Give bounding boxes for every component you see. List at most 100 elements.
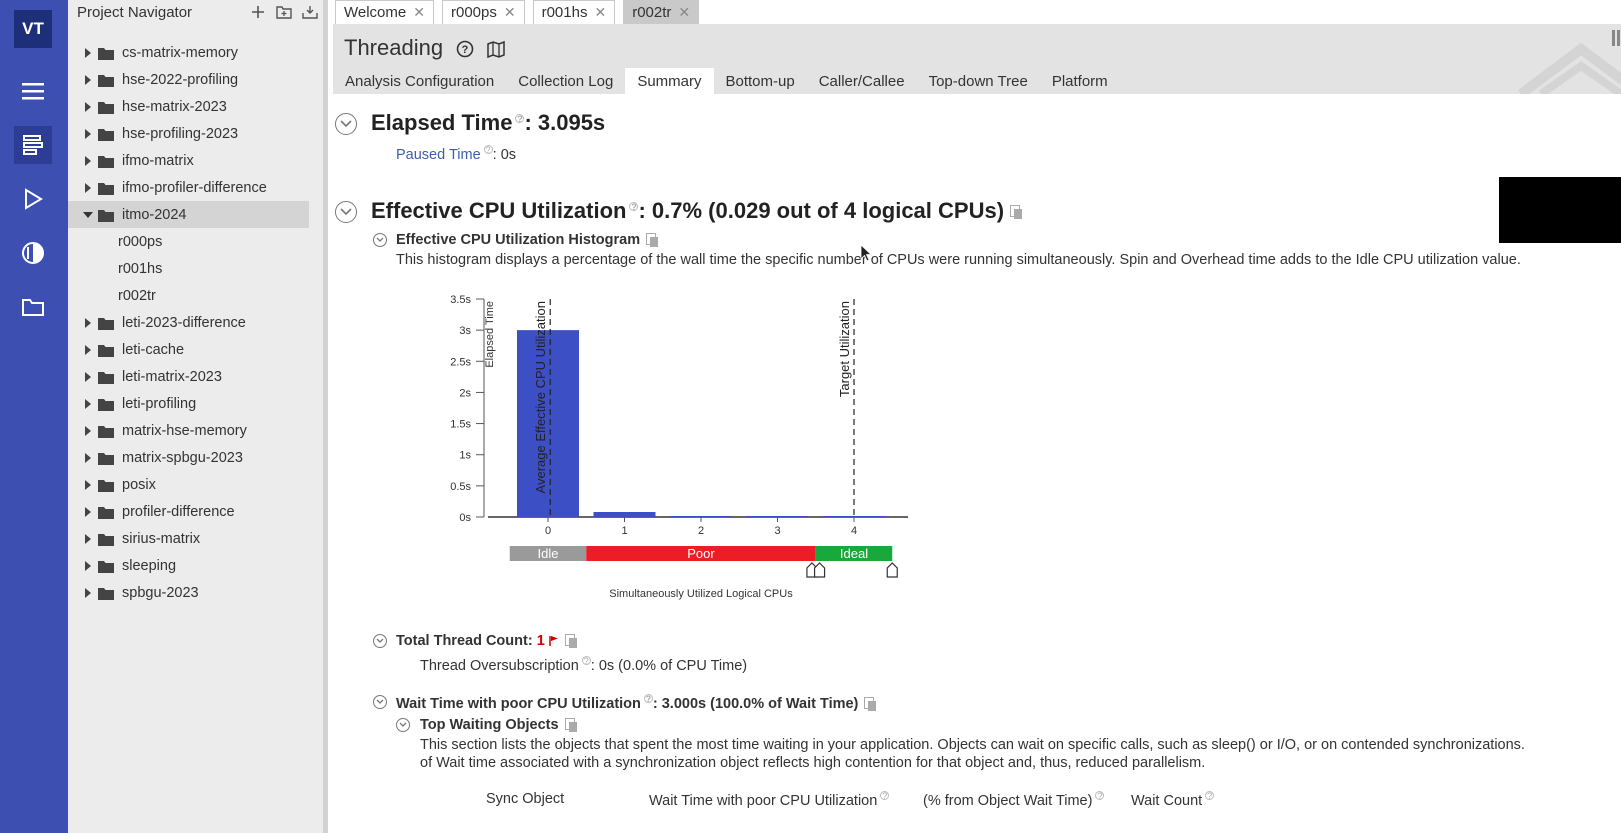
- result-tabs: Welcome ✕ r000ps ✕ r001hs ✕ r002tr ✕: [333, 0, 1621, 24]
- collapse-histogram-icon[interactable]: [373, 233, 387, 247]
- run-icon[interactable]: [14, 180, 52, 218]
- copy-thread-icon[interactable]: [564, 634, 577, 649]
- tree-item-itmo-2024[interactable]: itmo-2024: [68, 201, 309, 228]
- tree-item-leti-2023-difference[interactable]: leti-2023-difference: [68, 309, 323, 336]
- subtab-top-down-tree[interactable]: Top-down Tree: [928, 72, 1028, 90]
- analysis-icon[interactable]: [14, 234, 52, 272]
- collapsed-arrow-icon[interactable]: [82, 155, 94, 166]
- menu-icon[interactable]: [14, 72, 52, 110]
- tree-item-label: cs-matrix-memory: [122, 44, 238, 61]
- subtab-collection-log[interactable]: Collection Log: [518, 72, 614, 90]
- marker-label: Average Effective CPU Utilization: [533, 301, 548, 493]
- elapsed-info-icon[interactable]: ?: [515, 113, 525, 124]
- collapse-elapsed-icon[interactable]: [335, 113, 357, 135]
- tab-Welcome[interactable]: Welcome ✕: [335, 0, 434, 24]
- collapsed-arrow-icon[interactable]: [82, 398, 94, 409]
- folder-icon: [98, 101, 114, 114]
- collapsed-arrow-icon[interactable]: [82, 344, 94, 355]
- zone-label: Poor: [687, 546, 715, 561]
- tree-item-profiler-difference[interactable]: profiler-difference: [68, 498, 323, 525]
- subtab-platform[interactable]: Platform: [1051, 72, 1108, 90]
- y-tick-label: 0.5s: [450, 481, 471, 493]
- subtab-summary[interactable]: Summary: [625, 68, 714, 94]
- tree-item-ifmo-profiler-difference[interactable]: ifmo-profiler-difference: [68, 174, 323, 201]
- folder-icon[interactable]: [14, 288, 52, 326]
- tree-item-hse-matrix-2023[interactable]: hse-matrix-2023: [68, 93, 323, 120]
- tree-item-ifmo-matrix[interactable]: ifmo-matrix: [68, 147, 323, 174]
- col-wait-time[interactable]: Wait Time with poor CPU Utilization?: [649, 791, 890, 809]
- tree-item-sleeping[interactable]: sleeping: [68, 552, 323, 579]
- y-tick-label: 1s: [459, 450, 471, 462]
- tree-item-r000ps[interactable]: r000ps: [68, 228, 323, 255]
- subtab-caller-callee[interactable]: Caller/Callee: [818, 72, 905, 90]
- cpu-info-icon[interactable]: ?: [629, 201, 639, 212]
- zone-poor: [586, 546, 816, 561]
- expanded-arrow-icon[interactable]: [82, 211, 94, 219]
- zone-handle-icon[interactable]: [886, 562, 898, 578]
- collapsed-arrow-icon[interactable]: [82, 74, 94, 85]
- tree-item-hse-2022-profiling[interactable]: hse-2022-profiling: [68, 66, 323, 93]
- tree-item-matrix-spbgu-2023[interactable]: matrix-spbgu-2023: [68, 444, 323, 471]
- collapsed-arrow-icon[interactable]: [82, 506, 94, 517]
- col-sync-object[interactable]: Sync Object: [486, 791, 565, 807]
- subtab-bottom-up[interactable]: Bottom-up: [725, 72, 795, 90]
- close-tab-icon[interactable]: ✕: [594, 4, 607, 20]
- tree-item-spbgu-2023[interactable]: spbgu-2023: [68, 579, 323, 606]
- collapse-cpu-icon[interactable]: [335, 201, 357, 223]
- tree-item-label: r000ps: [118, 233, 163, 250]
- collapse-wait-icon[interactable]: [373, 695, 387, 709]
- tab-r000ps[interactable]: r000ps ✕: [441, 0, 525, 24]
- tree-item-r001hs[interactable]: r001hs: [68, 255, 323, 282]
- copy-histogram-icon[interactable]: [646, 233, 659, 248]
- help-icon[interactable]: ?: [456, 40, 474, 63]
- tree-item-label: ifmo-matrix: [122, 152, 194, 169]
- copy-icon[interactable]: [1010, 205, 1023, 220]
- tree-item-cs-matrix-memory[interactable]: cs-matrix-memory: [68, 39, 323, 66]
- add-project-icon[interactable]: [245, 0, 271, 24]
- tree-item-posix[interactable]: posix: [68, 471, 323, 498]
- collapsed-arrow-icon[interactable]: [82, 452, 94, 463]
- tree-item-leti-matrix-2023[interactable]: leti-matrix-2023: [68, 363, 323, 390]
- collapsed-arrow-icon[interactable]: [82, 425, 94, 436]
- collapsed-arrow-icon[interactable]: [82, 128, 94, 139]
- tree-item-leti-cache[interactable]: leti-cache: [68, 336, 323, 363]
- summary-icon[interactable]: [14, 126, 52, 164]
- collapsed-arrow-icon[interactable]: [82, 479, 94, 490]
- col-wait-count[interactable]: Wait Count?: [1131, 791, 1215, 809]
- collapsed-arrow-icon[interactable]: [82, 317, 94, 328]
- collapsed-arrow-icon[interactable]: [82, 47, 94, 58]
- new-folder-icon[interactable]: [271, 0, 297, 24]
- collapse-top-waiting-icon[interactable]: [396, 718, 410, 732]
- collapsed-arrow-icon[interactable]: [82, 560, 94, 571]
- collapsed-arrow-icon[interactable]: [82, 587, 94, 598]
- collapsed-arrow-icon[interactable]: [82, 101, 94, 112]
- close-tab-icon[interactable]: ✕: [413, 4, 425, 20]
- collapsed-arrow-icon[interactable]: [82, 533, 94, 544]
- wait-info-icon[interactable]: ?: [643, 694, 653, 704]
- tab-r001hs[interactable]: r001hs ✕: [532, 0, 616, 24]
- tree-item-matrix-hse-memory[interactable]: matrix-hse-memory: [68, 417, 323, 444]
- col-percent-wait[interactable]: (% from Object Wait Time)?: [923, 791, 1105, 809]
- collapse-thread-count-icon[interactable]: [373, 634, 387, 648]
- oversub-info-icon[interactable]: ?: [581, 656, 591, 666]
- tree-item-leti-profiling[interactable]: leti-profiling: [68, 390, 323, 417]
- tree-item-r002tr[interactable]: r002tr: [68, 282, 323, 309]
- paused-info-icon[interactable]: ?: [483, 145, 493, 155]
- collapsed-arrow-icon[interactable]: [82, 371, 94, 382]
- subtab-analysis-configuration[interactable]: Analysis Configuration: [345, 72, 495, 90]
- copy-wait-icon[interactable]: [864, 697, 877, 711]
- close-tab-icon[interactable]: ✕: [503, 4, 516, 20]
- tab-label: r000ps: [450, 4, 497, 21]
- collapsed-arrow-icon[interactable]: [82, 182, 94, 193]
- tab-r002tr[interactable]: r002tr ✕: [623, 0, 700, 24]
- tree-item-sirius-matrix[interactable]: sirius-matrix: [68, 525, 323, 552]
- x-tick-label: 0: [545, 525, 551, 537]
- navigator-title: Project Navigator: [77, 3, 193, 21]
- app-logo: VT: [14, 10, 52, 48]
- import-icon[interactable]: [297, 0, 323, 24]
- tree-item-hse-profiling-2023[interactable]: hse-profiling-2023: [68, 120, 323, 147]
- close-tab-icon[interactable]: ✕: [678, 4, 691, 20]
- zone-handle-icon[interactable]: [813, 562, 826, 578]
- map-icon[interactable]: [486, 40, 506, 63]
- copy-top-waiting-icon[interactable]: [564, 718, 577, 733]
